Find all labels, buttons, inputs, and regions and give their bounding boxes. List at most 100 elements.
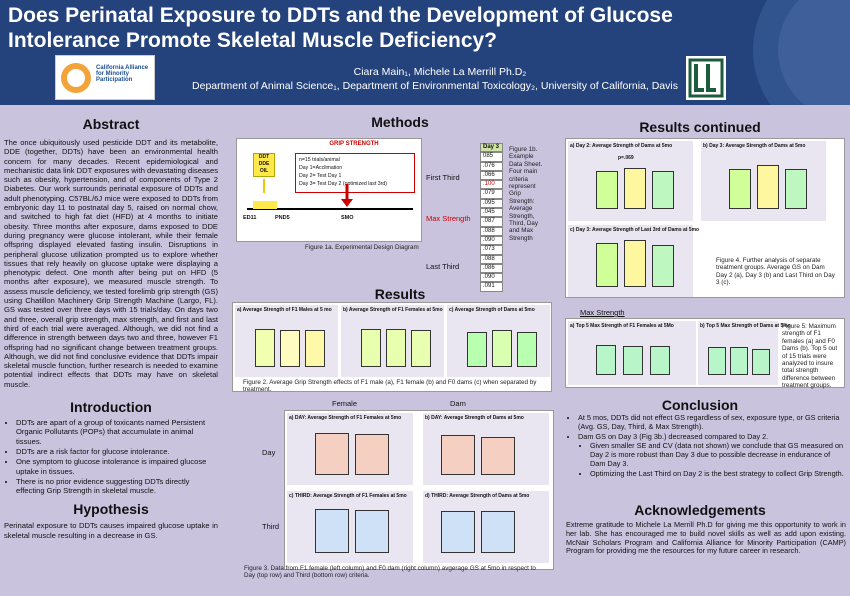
methods-heading: Methods [371,114,429,130]
acknowledgements-heading: Acknowledgements [634,502,766,518]
design-diagram: GRIP STRENGTH n=15 trials/animal Day 1=A… [236,138,422,242]
figure-4-panel: a) Day 2: Average Strength of Dams at 5m… [565,138,845,298]
fig3-title-a: a) DAY: Average Strength of F1 Females a… [289,415,402,421]
introduction-heading: Introduction [70,399,152,416]
bar [411,330,431,367]
abstract-text: The once ubiquitously used pesticide DDT… [4,138,218,389]
data-sheet: Day 3 085 .076 .066 .100 .079 .095 .045 … [480,143,503,292]
authors: Ciara Main₁, Michele La Merrill Ph.D₂ [353,66,527,78]
intro-item: DDTs are a risk factor for glucose intol… [16,447,218,456]
departments: Department of Animal Science₁, Departmen… [192,80,678,92]
bar [441,435,475,475]
bar [481,511,515,553]
fig5-chart-a: a) Top 5 Max Strength of F1 Females at 5… [568,321,696,385]
bar [596,345,616,375]
bar [624,168,646,209]
sheet-value: .091 [480,282,503,292]
hypothesis-heading: Hypothesis [73,501,149,518]
bar [361,329,381,367]
sheet-value: .090 [480,235,503,246]
university-seal [738,0,850,105]
last-third-label: Last Third [426,262,460,271]
bar [729,169,751,209]
sheet-value: .045 [480,208,503,218]
bar [730,347,748,375]
conclusion-item: Optimizing the Last Third on Day 2 is th… [590,469,846,479]
bar [517,332,537,367]
bar [652,245,674,287]
day-label: Day 3 [480,143,503,153]
conclusion-item: Given smaller SE and CV (data not shown)… [590,441,846,468]
p-value: p=.069 [618,155,634,161]
timeline-graphic [247,179,413,210]
fig3-chart-a: a) DAY: Average Strength of F1 Females a… [287,413,413,485]
dam-label: Dam [450,399,466,408]
fig3-title-b: b) DAY: Average Strength of Dams at 5mo [425,415,524,421]
max-strength-heading: Max Strength [580,308,625,317]
fig3-chart-b: b) DAY: Average Strength of Dams at 5mo [423,413,549,485]
fig2-title-b: b) Average Strength of F1 Females at 5mo [343,307,443,313]
fig4-chart-a: a) Day 2: Average Strength of Dams at 5m… [568,141,693,221]
results-continued-heading: Results continued [639,119,761,135]
bar [757,165,779,209]
figure-1b-caption: Figure 1b. Example Data Sheet. Four main… [509,146,543,242]
figure-2-caption: Figure 2. Average Grip Strength effects … [243,379,537,394]
conclusion-item: Dam GS on Day 3 (Fig 3b.) decreased comp… [578,432,846,442]
conclusion-heading: Conclusion [661,397,739,413]
fig5-title-a: a) Top 5 Max Strength of F1 Females at 5… [570,323,674,329]
female-label: Female [332,399,358,408]
bar [652,171,674,209]
lab-logo [686,56,726,100]
fig4-chart-c: c) Day 3: Average Strength of Last 3rd o… [568,225,699,297]
group-label: OIL [259,168,269,174]
bar [492,330,512,367]
fig5-chart-b: b) Top 5 Max Strength of Dams at 5mo [698,321,791,385]
conclusion-item: At 5 mos, DDTs did not effect GS regardl… [578,413,846,432]
figure-5-caption: Figure 5: Maximum strength of F1 females… [782,323,838,390]
sheet-value: .095 [480,198,503,209]
bar [481,437,515,475]
timeline-mid: PND5 [275,215,290,221]
bar [441,511,475,553]
bar [305,330,325,367]
fig2-chart-a: a) Average Strength of F1 Males at 5 mo [235,305,338,377]
hypothesis-text: Perinatal exposure to DDTs causes impair… [4,521,218,540]
bar [355,510,389,553]
fig3-chart-d: d) THIRD: Average Strength of Dams at 5m… [423,491,549,563]
fig5-title-b: b) Top 5 Max Strength of Dams at 5mo [700,323,791,329]
fig2-chart-c: c) Average Strength of Dams at 5mo [447,305,550,377]
sheet-value: .087 [480,217,503,227]
fig3-title-c: c) THIRD: Average Strength of F1 Females… [289,493,407,499]
bar [315,509,349,553]
poster-header: Does Perinatal Exposure to DDTs and the … [0,0,850,105]
fig2-chart-b: b) Average Strength of F1 Females at 5mo [341,305,444,377]
bar [355,434,389,475]
sheet-value: .066 [480,170,503,181]
first-third-label: First Third [426,173,460,182]
sheet-value: .086 [480,263,503,274]
intro-item: There is no prior evidence suggesting DD… [16,477,218,496]
bar [596,171,618,209]
fig2-title-a: a) Average Strength of F1 Males at 5 mo [237,307,332,313]
left-column: Abstract The once ubiquitously used pest… [4,114,218,540]
logo-text: California Alliance for Minority Partici… [96,65,149,83]
design-title: GRIP STRENGTH [329,141,379,147]
bar [315,433,349,475]
fig3-title-d: d) THIRD: Average Strength of Dams at 5m… [425,493,530,499]
figure-3-caption: Figure 3. Data from F1 female (left colu… [244,565,536,580]
sheet-value: .079 [480,189,503,199]
bar [752,349,770,375]
abstract-heading: Abstract [82,116,140,132]
sheet-value: .088 [480,254,503,264]
acknowledgements-text: Extreme gratitude to Michele La Merrill … [566,520,846,556]
third-row-label: Third [262,522,280,531]
fig4-title-b: b) Day 3: Average Strength of Dams at 5m… [703,143,806,149]
groups-box: DDT DDE OIL [253,153,275,177]
max-strength-label: Max Strength [426,214,471,223]
figure-3-panel: a) DAY: Average Strength of F1 Females a… [284,410,554,570]
bar [708,347,726,375]
day-row-label: Day [262,448,276,457]
fig2-title-c: c) Average Strength of Dams at 5mo [449,307,535,313]
sheet-value: .073 [480,245,503,255]
figure-2-panel: a) Average Strength of F1 Males at 5 mo … [232,302,552,394]
